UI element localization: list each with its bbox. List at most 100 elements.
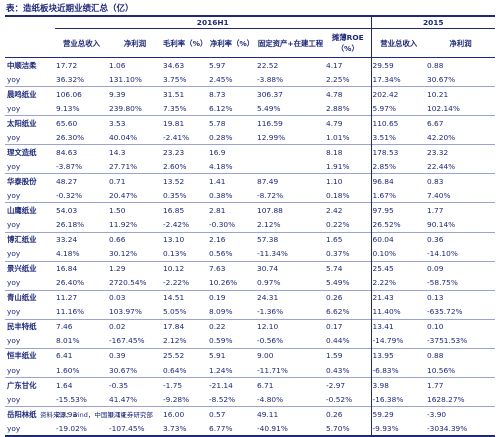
table-cell: 2.42 [325, 202, 371, 218]
table-cell: 5.49% [257, 103, 281, 113]
table-cell: 1.10 [325, 173, 371, 189]
table-row: 民丰特纸 7.46 0.02 17.84 0.22 12.10 0.17 13.41 0.10 [5, 318, 496, 334]
table-cell: -2.97 [325, 377, 371, 393]
table-cell: 0.44% [326, 336, 350, 346]
table-cell: -0.30% [209, 220, 236, 230]
table-cell: 57.38 [256, 231, 325, 247]
table-cell: -11.71% [257, 365, 288, 375]
table-row: 景兴纸业 16.84 1.29 10.12 7.63 30.74 5.74 25.45 0.09 [5, 260, 496, 276]
table-row: yoy 26.18% 11.92% -2.42% -0.30% 2.12% 0.22% 26.… [5, 217, 495, 233]
table-cell: -19.02% [55, 421, 108, 437]
table-cell: -14.79% [370, 333, 426, 349]
row-label: 景兴纸业 [5, 260, 55, 276]
table-cell: 30.67% [427, 74, 456, 84]
table-cell: 16.85 [162, 202, 208, 218]
table-cell: -8.52% [209, 394, 236, 404]
table-cell: 1.77 [426, 202, 496, 218]
table-cell: 0.36 [426, 231, 496, 247]
table-cell: 0.57 [208, 406, 256, 422]
table-cell: 7.40% [427, 190, 451, 200]
table-cell: 0.10% [370, 246, 426, 262]
table-cell: 8.18 [325, 144, 371, 160]
row-label: yoy [7, 278, 21, 288]
row-label: yoy [7, 103, 21, 113]
table-cell: 3.75% [163, 74, 187, 84]
table-cell: 10.56% [427, 365, 456, 375]
table-row: 晨鸣纸业 106.06 9.39 31.51 8.73 306.37 4.78 202.42 1… [5, 86, 496, 102]
table-cell: -11.34% [257, 249, 288, 259]
table-cell: 2.60% [163, 161, 187, 171]
table-row: yoy 1.60% 30.67% 0.64% 1.24% -11.71% 0.43% -6.8… [5, 362, 495, 378]
table-cell: 22.52 [256, 57, 325, 73]
table-cell: 0.88 [426, 57, 496, 73]
table-cell: 0.83 [426, 173, 496, 189]
table-cell: -9.28% [163, 394, 190, 404]
table-cell: 6.62% [326, 307, 350, 317]
table-cell: -1.75 [162, 377, 208, 393]
row-label: yoy [7, 74, 21, 84]
period-header-row: 2016H1 2015 [5, 15, 496, 29]
table-cell: -16.38% [370, 392, 426, 407]
row-label: yoy [7, 336, 21, 346]
table-cell: 0.64% [163, 365, 187, 375]
table-cell: 1.01% [326, 132, 350, 142]
table-cell: 2.22% [370, 275, 426, 291]
column-header: 营业总收入 [370, 28, 426, 58]
row-label: 青山纸业 [5, 289, 55, 305]
table-cell: 0.19 [208, 289, 256, 305]
table-cell: 1.60% [56, 365, 80, 375]
table-cell: -1.36% [257, 307, 284, 317]
table-cell: 1628.27% [427, 394, 465, 404]
table-cell: 11.16% [56, 307, 85, 317]
table-cell: 178.53 [370, 144, 426, 160]
table-cell: 0.09 [426, 260, 496, 276]
table-cell: 102.14% [427, 103, 460, 113]
table-cell: -8.72% [257, 190, 284, 200]
table-cell: 4.78 [325, 86, 371, 102]
table-cell: 1.41 [208, 173, 256, 189]
table-cell: -2.41% [163, 132, 190, 142]
row-label: 广东甘化 [5, 377, 55, 393]
table-row: yoy 8.01% -167.45% 2.12% 0.59% -0.56% 0.44% -14… [5, 333, 495, 349]
table-cell: 0.39 [108, 347, 162, 363]
table-cell: 1.77 [426, 377, 496, 393]
table-cell: 4.79 [325, 115, 371, 131]
row-label: 民丰特纸 [5, 318, 55, 334]
table-cell: -0.52% [326, 394, 353, 404]
table-cell: 30.67% [109, 365, 138, 375]
table-cell: 30.12% [109, 249, 138, 259]
row-label: yoy [7, 132, 21, 142]
row-label: yoy [7, 307, 21, 317]
table-cell: 5.70% [325, 421, 371, 437]
table-cell: 0.02 [108, 318, 162, 334]
table-cell: 6.12% [209, 103, 233, 113]
table-cell: -14.10% [427, 249, 458, 259]
table-cell: 5.91 [208, 347, 256, 363]
column-header: 净利率（%） [208, 28, 256, 58]
table-cell [256, 159, 325, 174]
row-label: 山鹰纸业 [5, 202, 55, 218]
table-cell: 29.59 [370, 57, 426, 73]
table-cell: 1.64 [55, 377, 108, 393]
row-label: 晨鸣纸业 [5, 86, 55, 102]
table-cell: 0.35% [163, 190, 187, 200]
row-label: 恒丰纸业 [5, 347, 55, 363]
table-cell: 13.95 [370, 347, 426, 363]
row-label: yoy [7, 220, 21, 230]
table-cell: -6.83% [370, 362, 426, 378]
table-cell: 10.26% [209, 278, 238, 288]
table-cell: 0.22% [326, 220, 350, 230]
table-cell: -635.72% [427, 307, 463, 317]
table-cell: 5.49% [326, 278, 350, 288]
table-cell: 0.03 [108, 289, 162, 305]
table-cell: 1.24% [209, 365, 233, 375]
table-cell: 0.13 [426, 289, 496, 305]
table-row: 恒丰纸业 6.41 0.39 25.52 5.91 9.00 1.59 13.95 0.88 [5, 347, 496, 363]
table-cell: 106.06 [55, 86, 108, 102]
table-cell: 2.12% [257, 220, 281, 230]
table-cell: 36.32% [56, 74, 85, 84]
table-cell: 14.51 [162, 289, 208, 305]
table-cell: 110.65 [370, 115, 426, 131]
table-cell: 8.73 [208, 86, 256, 102]
table-cell: 2.45% [209, 74, 233, 84]
